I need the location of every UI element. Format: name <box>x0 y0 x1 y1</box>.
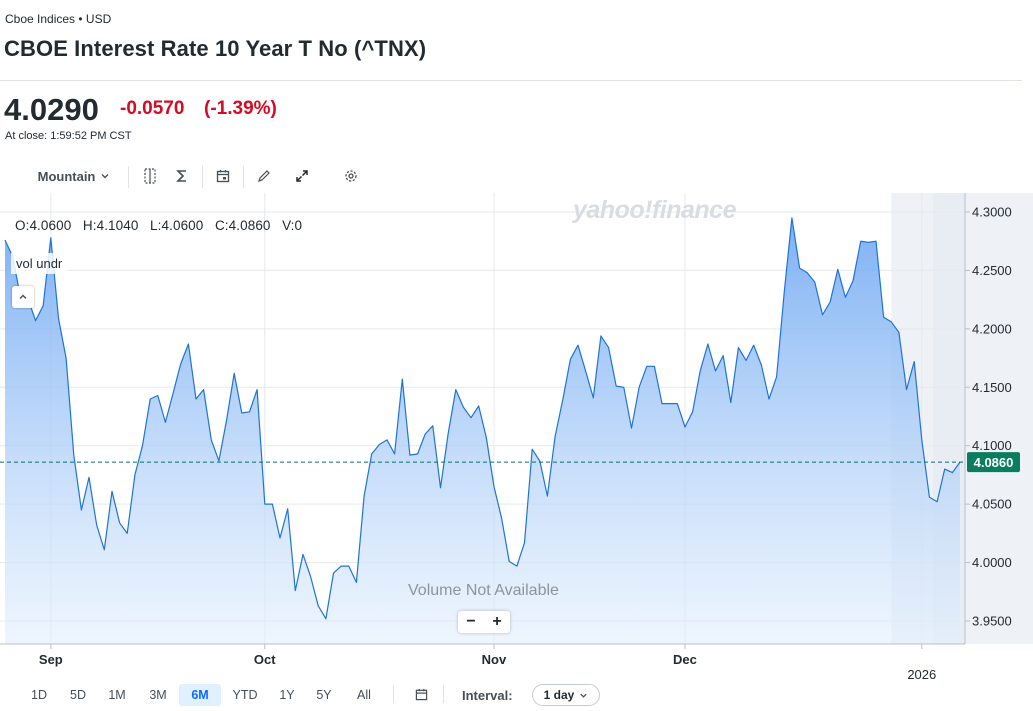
settings-button[interactable] <box>340 164 362 188</box>
x-tick-label: Oct <box>254 652 276 667</box>
expand-icon <box>296 170 308 182</box>
x-tick-label: 2026 <box>907 667 936 681</box>
compare-icon <box>144 168 156 184</box>
fullscreen-button[interactable] <box>291 164 313 188</box>
y-tick-label: 4.0000 <box>972 555 1012 570</box>
date-range-button[interactable] <box>410 684 432 706</box>
y-tick-label: 4.0500 <box>972 497 1012 512</box>
page-title: CBOE Interest Rate 10 Year T No (^TNX) <box>4 36 427 61</box>
ohlc-readout: O:4.0600 H:4.1040 L:4.0600 C:4.0860 V:0 <box>15 218 303 233</box>
calendar-icon <box>415 688 427 701</box>
collapse-button[interactable] <box>12 286 34 308</box>
compare-button[interactable] <box>139 164 161 188</box>
price-line <box>4 217 961 620</box>
volume-underlay-label[interactable]: vol undr <box>11 253 68 274</box>
toolbar-separator <box>128 166 129 188</box>
range-separator <box>443 685 444 703</box>
zoom-in-button[interactable]: + <box>492 613 502 630</box>
chart-type-dropdown[interactable]: Mountain <box>28 164 120 188</box>
calendar-icon <box>216 170 230 183</box>
indicators-button[interactable] <box>171 164 193 188</box>
range-6m[interactable]: 6M <box>179 684 221 706</box>
price-chart[interactable]: 4.3000 4.2500 4.2000 4.1500 4.1000 4.0500 4.00… <box>0 193 1033 681</box>
exchange-label: Cboe Indices • USD <box>5 12 112 26</box>
gear-icon <box>345 170 357 182</box>
y-tick-label: 4.1500 <box>972 380 1012 395</box>
y-tick-label: 3.9500 <box>972 614 1012 629</box>
current-price: 4.0290 <box>4 92 99 127</box>
range-1d[interactable]: 1D <box>31 688 47 702</box>
range-separator <box>393 685 394 703</box>
y-tick-label: 4.3000 <box>972 205 1012 220</box>
price-change-percent: (-1.39%) <box>204 98 277 119</box>
volume-not-available: Volume Not Available <box>408 582 559 599</box>
chart-type-label: Mountain <box>37 168 96 184</box>
close-time: At close: 1:59:52 PM CST <box>5 130 132 142</box>
indicators-icon <box>176 170 186 182</box>
interval-value: 1 day <box>543 688 575 702</box>
price-change: -0.0570 <box>120 98 185 119</box>
range-1y[interactable]: 1Y <box>279 688 295 702</box>
toolbar-separator <box>202 166 203 188</box>
chart-toolbar: Mountain <box>0 160 380 194</box>
chevron-down-icon <box>580 693 587 698</box>
pencil-icon <box>258 170 270 182</box>
events-button[interactable] <box>212 164 234 188</box>
range-3m[interactable]: 3M <box>149 688 167 702</box>
y-tick-label: 4.2000 <box>972 321 1012 336</box>
last-price-label: 4.0860 <box>974 455 1014 470</box>
draw-button[interactable] <box>253 164 275 188</box>
y-tick-label: 4.2500 <box>972 263 1012 278</box>
x-tick-label: Sep <box>39 652 63 667</box>
range-1m[interactable]: 1M <box>108 688 126 702</box>
x-tick-label: Dec <box>673 652 697 667</box>
range-5d[interactable]: 5D <box>70 688 86 702</box>
toolbar-separator <box>243 166 244 188</box>
last-price-tag <box>967 452 1020 473</box>
mountain-area <box>5 217 960 645</box>
chevron-down-icon <box>101 174 109 179</box>
zoom-controls: − + <box>458 611 510 633</box>
range-ytd[interactable]: YTD <box>232 688 258 702</box>
interval-dropdown[interactable]: 1 day <box>532 684 600 706</box>
range-5y[interactable]: 5Y <box>316 688 332 702</box>
range-selector: 1D 5D 1M 3M 6M YTD 1Y 5Y All Interval: 1… <box>0 682 620 708</box>
chevron-up-icon <box>19 294 27 299</box>
y-tick-label: 4.1000 <box>972 438 1012 453</box>
range-all[interactable]: All <box>357 688 371 702</box>
x-tick-label: Nov <box>482 652 507 667</box>
interval-label: Interval: <box>462 688 513 703</box>
header-divider <box>0 80 1022 81</box>
zoom-out-button[interactable]: − <box>466 613 476 630</box>
yahoo-finance-watermark: yahoo!finance <box>573 196 736 224</box>
